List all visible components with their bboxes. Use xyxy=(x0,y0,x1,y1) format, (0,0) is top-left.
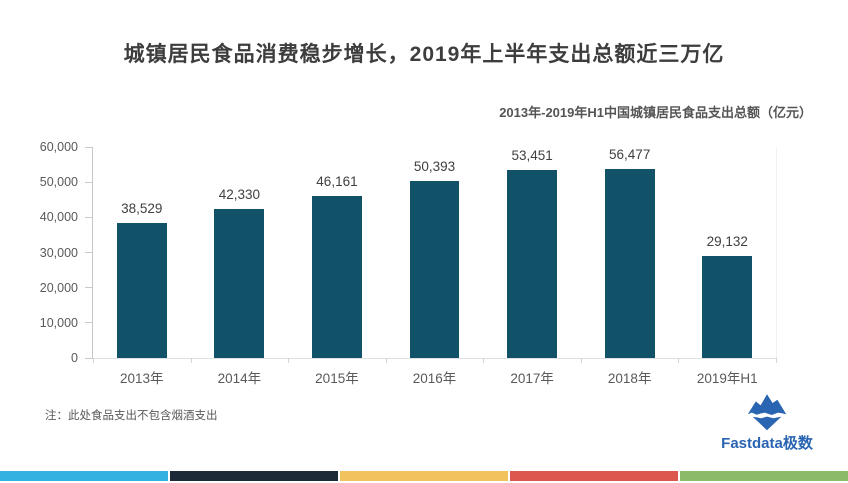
y-axis: 0 10,000 20,000 30,000 40,000 50,000 60,000 xyxy=(0,140,85,365)
y-axis-label: 0 xyxy=(71,351,78,365)
x-axis-tick xyxy=(93,358,94,363)
x-axis-label: 2017年 xyxy=(510,371,554,386)
page-title: 城镇居民食品消费稳步增长，2019年上半年支出总额近三万亿 xyxy=(123,43,725,66)
y-axis-label: 40,000 xyxy=(39,210,78,225)
bar-value-label: 53,451 xyxy=(511,148,553,164)
bar-column: 38,529 2013年 xyxy=(93,147,191,386)
bar-column: 46,161 2015年 xyxy=(288,147,386,386)
x-axis-tick xyxy=(385,358,387,363)
footer-strip-segment xyxy=(680,471,848,481)
x-axis-tick xyxy=(580,358,582,363)
bar xyxy=(214,209,265,358)
footer-strip-segment xyxy=(510,471,678,481)
bar-column: 56,477 2018年 xyxy=(581,147,679,386)
x-axis-label: 2018年 xyxy=(607,371,652,386)
bar xyxy=(312,195,362,358)
footer-strip-segment xyxy=(0,471,168,481)
bar-column: 42,330 2014年 xyxy=(191,147,289,386)
bar-value-label: 38,529 xyxy=(121,200,163,216)
x-axis-tick xyxy=(776,358,777,363)
y-axis-tick xyxy=(85,252,92,253)
x-axis-tick xyxy=(678,358,680,363)
bar xyxy=(604,169,655,358)
bar-value-label: 46,161 xyxy=(316,173,358,189)
y-axis-tick xyxy=(85,216,92,218)
y-axis-tick xyxy=(85,322,92,324)
iceberg-icon xyxy=(747,394,787,431)
bar xyxy=(702,255,753,358)
chart-subtitle: 2013年-2019年H1中国城镇居民食品支出总额（亿元） xyxy=(499,105,812,120)
footer-color-strip xyxy=(0,471,848,481)
y-axis-tick xyxy=(85,287,92,289)
x-axis-label: 2015年 xyxy=(315,371,359,386)
bar-value-label: 56,477 xyxy=(609,147,651,162)
bar xyxy=(116,222,167,358)
x-axis-tick xyxy=(483,358,485,363)
bar-value-label: 29,132 xyxy=(706,233,748,249)
bar-value-label: 50,393 xyxy=(413,158,456,174)
bar xyxy=(507,170,557,358)
bar-chart: 38,529 2013年 42,330 2014年 46,161 2015年 50,393 2… xyxy=(85,146,777,386)
bar-value-label: 42,330 xyxy=(218,187,261,203)
bar-column: 29,132 2019年H1 xyxy=(678,147,776,386)
bar-column: 53,451 2017年 xyxy=(483,147,581,386)
y-axis-label: 10,000 xyxy=(39,315,78,330)
x-axis-label: 2016年 xyxy=(412,371,457,386)
footer-strip-segment xyxy=(340,471,508,481)
x-axis-tick xyxy=(190,358,192,363)
x-axis-label: 2014年 xyxy=(217,371,262,386)
y-axis-label: 30,000 xyxy=(39,245,78,260)
x-axis-label: 2019年H1 xyxy=(696,371,758,386)
y-axis-label: 20,000 xyxy=(39,280,78,295)
logo-text: Fastdata极数 xyxy=(721,435,813,452)
x-axis-label: 2013年 xyxy=(120,371,164,386)
footnote: 注：此处食品支出不包含烟酒支出 xyxy=(45,410,218,422)
bar xyxy=(409,180,460,358)
y-axis-tick xyxy=(85,146,92,148)
fastdata-logo: Fastdata极数 xyxy=(706,391,828,453)
x-axis-tick xyxy=(288,358,290,363)
y-axis-tick xyxy=(85,181,92,183)
y-axis-tick xyxy=(85,357,92,359)
bar-column: 50,393 2016年 xyxy=(386,147,484,386)
footer-strip-segment xyxy=(170,471,338,481)
y-axis-label: 50,000 xyxy=(39,175,78,190)
y-axis-label: 60,000 xyxy=(39,140,78,154)
